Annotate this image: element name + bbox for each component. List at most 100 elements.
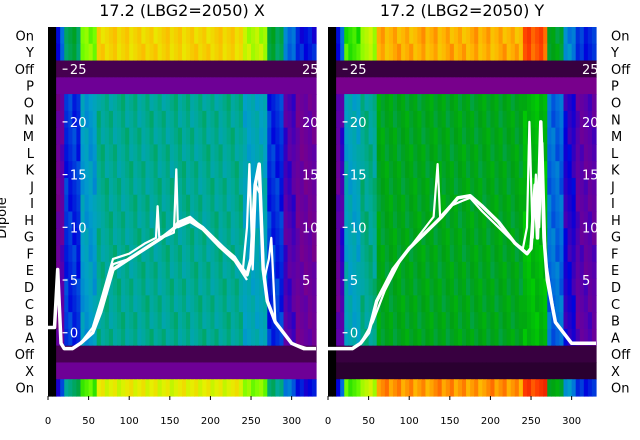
heatmap-cell bbox=[210, 27, 216, 45]
heatmap-cell bbox=[72, 194, 78, 213]
heatmap-cell bbox=[275, 94, 281, 112]
heatmap-cell bbox=[92, 194, 98, 213]
heatmap-cell bbox=[125, 261, 130, 280]
heatmap-cell bbox=[368, 328, 374, 347]
heatmap-cell bbox=[96, 328, 102, 347]
heatmap-cell bbox=[531, 328, 536, 347]
heatmap-cell bbox=[539, 261, 544, 280]
heatmap-cell bbox=[445, 211, 451, 229]
heatmap-cell bbox=[433, 295, 439, 313]
heatmap-cell bbox=[539, 278, 544, 296]
heatmap-cell bbox=[486, 312, 492, 330]
heatmap-cell bbox=[210, 77, 216, 95]
heatmap-cell bbox=[283, 144, 289, 162]
heatmap-cell bbox=[421, 261, 427, 280]
heatmap-cell bbox=[587, 328, 593, 347]
heatmap-cell bbox=[462, 228, 467, 246]
heatmap-cell bbox=[202, 295, 207, 313]
heatmap-cell bbox=[356, 161, 362, 179]
heatmap-cell bbox=[591, 362, 597, 380]
heatmap-cell bbox=[145, 27, 151, 45]
heatmap-cell bbox=[230, 194, 236, 213]
heatmap-cell bbox=[125, 144, 130, 162]
heatmap-cell bbox=[563, 161, 569, 179]
heatmap-cell bbox=[547, 379, 552, 397]
heatmap-cell bbox=[555, 144, 561, 162]
heatmap-cell bbox=[177, 144, 183, 162]
heatmap-cell bbox=[380, 127, 386, 146]
heatmap-cell bbox=[222, 228, 228, 246]
row-label: D bbox=[611, 281, 621, 296]
heatmap-cell bbox=[474, 211, 479, 229]
heatmap-cell bbox=[348, 60, 353, 78]
heatmap-cell bbox=[242, 110, 248, 129]
x-tick-label: 150 bbox=[160, 416, 179, 427]
heatmap-cell bbox=[466, 261, 471, 280]
heatmap-cell bbox=[271, 60, 276, 78]
heatmap-cell bbox=[571, 77, 577, 95]
heatmap-cell bbox=[275, 27, 281, 45]
heatmap-cell bbox=[397, 27, 402, 45]
heatmap-cell bbox=[60, 379, 65, 397]
heatmap-cell bbox=[445, 362, 451, 380]
heatmap-cell bbox=[457, 177, 463, 196]
heatmap-cell bbox=[352, 194, 358, 213]
x-tick-label: 150 bbox=[440, 416, 459, 427]
heatmap-cell bbox=[360, 261, 366, 280]
heatmap-cell bbox=[238, 228, 244, 246]
heatmap-cell bbox=[388, 127, 394, 146]
heatmap-cell bbox=[356, 110, 362, 129]
heatmap-cell bbox=[417, 177, 422, 196]
heatmap-cell bbox=[267, 161, 272, 179]
heatmap-cell bbox=[214, 194, 220, 213]
heatmap-cell bbox=[234, 43, 240, 62]
heatmap-cell bbox=[104, 110, 110, 129]
heatmap-cell bbox=[246, 345, 252, 364]
heatmap-cell bbox=[271, 177, 276, 196]
heatmap-cell bbox=[149, 144, 155, 162]
heatmap-cell bbox=[462, 278, 467, 296]
heatmap-cell bbox=[405, 110, 410, 129]
heatmap-cell bbox=[563, 245, 569, 263]
heatmap-cell bbox=[417, 127, 422, 146]
heatmap-cell bbox=[234, 144, 240, 162]
heatmap-cell bbox=[88, 94, 94, 112]
heatmap-cell bbox=[259, 278, 264, 296]
heatmap-cell bbox=[429, 261, 435, 280]
heatmap-cell bbox=[307, 312, 313, 330]
heatmap-cell bbox=[405, 312, 410, 330]
heatmap-cell bbox=[100, 345, 106, 364]
heatmap-cell bbox=[364, 245, 370, 263]
heatmap-cell bbox=[104, 177, 110, 196]
heatmap-cell bbox=[417, 161, 422, 179]
heatmap-cell bbox=[397, 312, 402, 330]
heatmap-cell bbox=[303, 43, 309, 62]
heatmap-cell bbox=[255, 328, 260, 347]
heatmap-cell bbox=[129, 295, 134, 313]
heatmap-cell bbox=[466, 60, 471, 78]
heatmap-cell bbox=[384, 77, 390, 95]
heatmap-cell bbox=[421, 77, 427, 95]
heatmap-cell bbox=[295, 312, 301, 330]
heatmap-cell bbox=[522, 177, 528, 196]
heatmap-cell bbox=[246, 245, 252, 263]
heatmap-cell bbox=[80, 177, 86, 196]
heatmap-cell bbox=[72, 278, 78, 296]
heatmap-cell bbox=[104, 60, 110, 78]
heatmap-cell bbox=[117, 94, 122, 112]
heatmap-cell bbox=[449, 177, 455, 196]
heatmap-cell bbox=[141, 110, 147, 129]
heatmap-cell bbox=[518, 177, 524, 196]
heatmap-cell bbox=[242, 211, 248, 229]
heatmap-cell bbox=[332, 245, 337, 263]
heatmap-cell bbox=[125, 27, 130, 45]
heatmap-cell bbox=[246, 94, 252, 112]
heatmap-cell bbox=[567, 245, 573, 263]
heatmap-cell bbox=[470, 177, 475, 196]
heatmap-cell bbox=[48, 144, 53, 162]
heatmap-cell bbox=[340, 328, 345, 347]
heatmap-cell bbox=[222, 161, 228, 179]
heatmap-cell bbox=[129, 60, 134, 78]
heatmap-cell bbox=[190, 43, 195, 62]
heatmap-cell bbox=[141, 27, 147, 45]
